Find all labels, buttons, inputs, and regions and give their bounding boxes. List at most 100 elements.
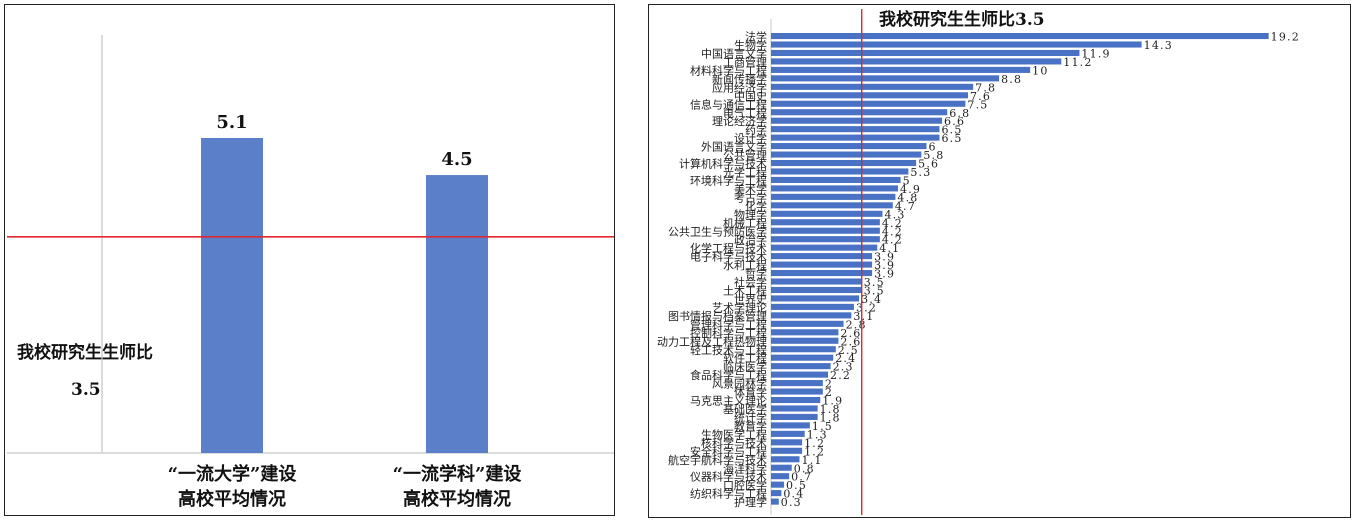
data-label: 4.9	[900, 183, 921, 196]
bar	[771, 126, 940, 133]
category-label: 艺术学理论	[712, 300, 767, 314]
chart-title: 我校研究生生师比3.5	[879, 9, 1045, 30]
bar	[771, 100, 966, 107]
bar	[771, 261, 873, 268]
data-label: 1.9	[822, 395, 843, 408]
bar	[771, 75, 1000, 82]
data-label: 0.3	[781, 496, 802, 509]
category-label: 电气工程	[723, 106, 767, 120]
category-label: 世界史	[734, 293, 767, 306]
bar	[771, 236, 880, 243]
category-label: 外国语言文学	[701, 140, 767, 154]
category-label: 海洋科学	[723, 461, 767, 475]
category-label: 口腔医学	[723, 478, 767, 492]
category-label: 化学	[745, 199, 767, 213]
category-label: 风景园林学	[712, 377, 767, 391]
bar	[771, 388, 823, 395]
category-label: 化学工程与技术	[690, 241, 767, 255]
category-label: 控制科学与工程	[690, 326, 767, 340]
data-label: 2.6	[840, 327, 861, 340]
bar	[771, 422, 810, 429]
data-label: 4.5	[441, 149, 472, 170]
category-label: 信息与通信工程	[690, 97, 767, 111]
data-label: 5.3	[910, 166, 931, 179]
data-label: 4.7	[895, 200, 916, 213]
bar	[771, 413, 818, 420]
data-label: 4.1	[879, 242, 900, 255]
data-label: 1.2	[804, 445, 825, 458]
bar	[771, 380, 823, 387]
category-label: 水利工程	[723, 259, 767, 272]
bar	[771, 210, 883, 217]
bar	[771, 498, 779, 505]
category-label: 应用经济学	[712, 80, 767, 94]
category-label: 管理科学与工程	[690, 317, 767, 331]
bar	[771, 185, 898, 192]
category-label: 统计学	[734, 410, 767, 424]
category-label: 临床医学	[723, 360, 767, 374]
x-tick-label: 高校平均情况	[403, 488, 511, 510]
data-label: 6	[929, 141, 937, 154]
category-label: 安全科学与工程	[690, 444, 767, 458]
data-label: 5	[903, 174, 911, 187]
bar	[771, 371, 829, 378]
data-label: 11.2	[1063, 56, 1092, 69]
data-label: 10	[1032, 64, 1048, 77]
category-label: 轻工技术与工程	[690, 343, 767, 357]
category-label: 中国语言文学	[701, 47, 767, 61]
data-label: 0.4	[783, 488, 804, 501]
category-label: 生物医学工程	[701, 427, 767, 441]
bar	[771, 312, 852, 319]
category-label: 基础医学	[723, 402, 767, 416]
reference-line-value: 3.5	[71, 380, 101, 400]
bar	[771, 354, 834, 361]
data-label: 2.6	[840, 335, 861, 348]
category-label: 教育学	[734, 419, 767, 433]
bar	[771, 464, 792, 471]
data-label: 6.5	[941, 132, 962, 145]
data-label: 2.4	[835, 352, 856, 365]
data-label: 6.8	[949, 107, 970, 120]
data-label: 3.1	[853, 310, 874, 323]
data-label: 3.2	[856, 301, 877, 314]
data-label: 7.5	[967, 98, 988, 111]
category-label: 体育学	[734, 385, 767, 399]
category-label: 软件工程	[723, 351, 767, 365]
category-label: 设计学	[734, 131, 767, 145]
data-label: 1.1	[802, 454, 823, 467]
bar	[771, 303, 854, 310]
category-label: 理论经济学	[712, 114, 767, 128]
bar	[771, 219, 880, 226]
x-tick-label: “一流大学”建设	[168, 463, 297, 485]
category-label: 仪器科学与技术	[690, 470, 767, 484]
bar	[771, 346, 836, 353]
bar	[771, 134, 940, 141]
category-label: 材料科学与工程	[690, 63, 767, 77]
data-label: 6.5	[941, 124, 962, 137]
category-label: 环境科学与工程	[690, 173, 767, 187]
category-label: 美术学	[734, 182, 767, 196]
bar	[771, 286, 862, 294]
bar	[771, 49, 1080, 57]
data-label: 3.9	[874, 259, 895, 272]
data-label: 2	[825, 386, 833, 399]
bar	[426, 175, 488, 453]
bar	[771, 66, 1031, 73]
bar	[201, 138, 263, 453]
bar	[771, 481, 784, 488]
data-label: 5.6	[918, 158, 939, 171]
data-label: 3.9	[874, 251, 895, 264]
bar	[771, 33, 1269, 40]
category-label: 生物学	[734, 38, 767, 52]
category-label: 土木工程	[723, 285, 767, 298]
data-label: 0.8	[794, 462, 815, 475]
bar	[771, 202, 893, 209]
data-label: 1.8	[820, 411, 841, 424]
bar	[771, 58, 1062, 65]
category-label: 计算机科学与技术	[679, 157, 767, 171]
category-label: 护理学	[734, 495, 767, 509]
bar	[771, 159, 917, 167]
bar	[771, 151, 922, 158]
data-label: 4.2	[882, 217, 903, 230]
